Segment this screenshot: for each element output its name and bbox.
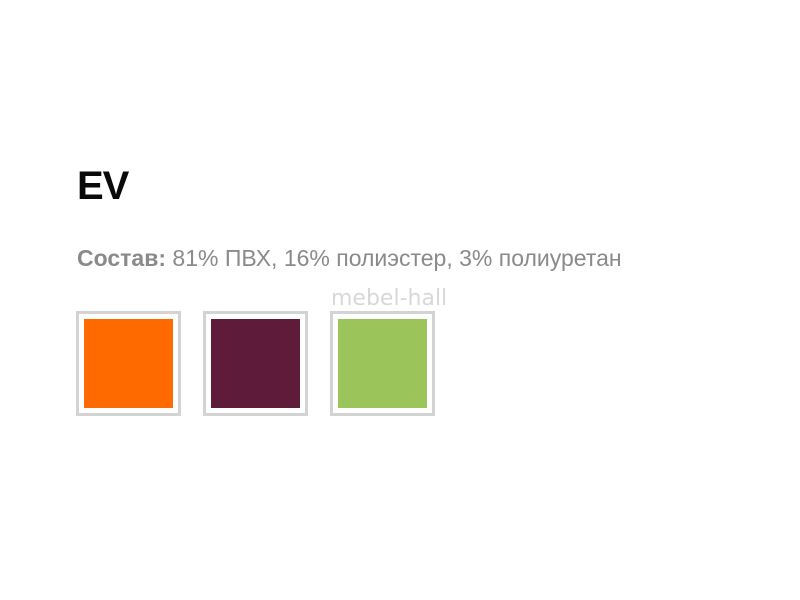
composition-label: Состав:	[77, 245, 167, 271]
product-title: EV	[77, 164, 129, 208]
swatch-fill	[84, 319, 173, 408]
swatch-fill	[338, 319, 427, 408]
color-swatch-green[interactable]	[330, 311, 435, 416]
composition-text: Состав: 81% ПВХ, 16% полиэстер, 3% полиу…	[77, 245, 622, 272]
composition-value: 81% ПВХ, 16% полиэстер, 3% полиуретан	[172, 245, 622, 271]
swatch-fill	[211, 319, 300, 408]
watermark: mebel-hall	[331, 286, 448, 311]
color-swatch-orange[interactable]	[76, 311, 181, 416]
color-swatch-burgundy[interactable]	[203, 311, 308, 416]
